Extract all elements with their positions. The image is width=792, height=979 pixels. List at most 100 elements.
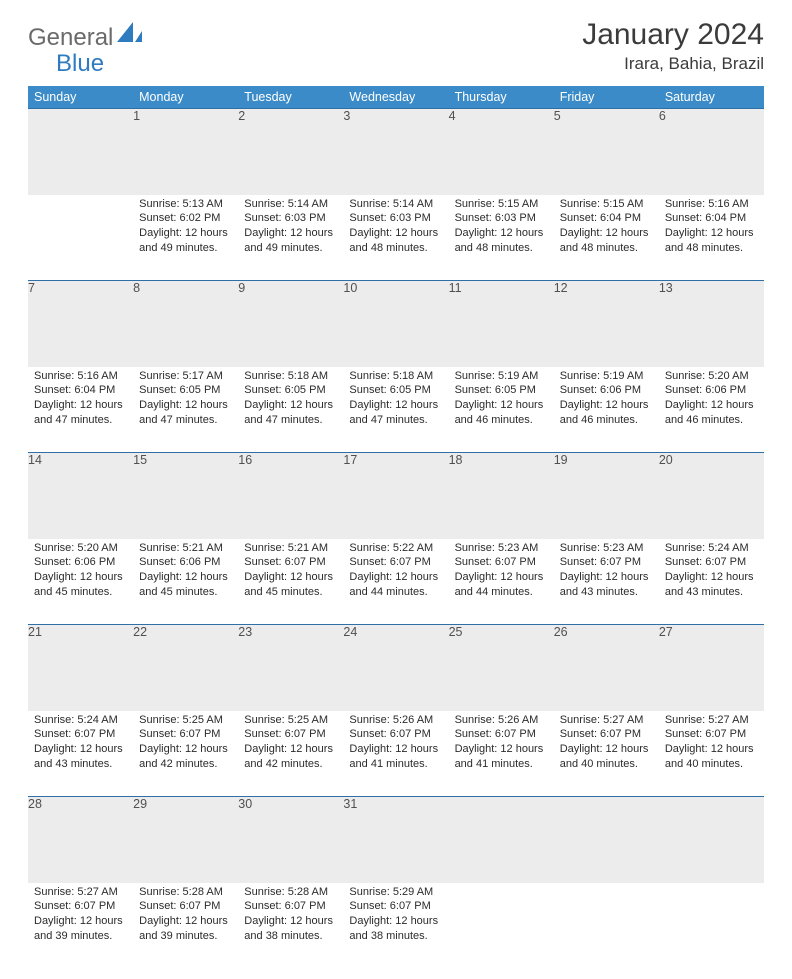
daylight-line: Daylight: 12 hours and 45 minutes. [244,570,337,600]
day-number-cell: 18 [449,453,554,539]
day-cell-content: Sunrise: 5:15 AMSunset: 6:04 PMDaylight:… [554,195,659,260]
day-number-cell: 5 [554,109,659,195]
sunset-line: Sunset: 6:07 PM [665,555,758,570]
day-cell: Sunrise: 5:18 AMSunset: 6:05 PMDaylight:… [343,367,448,453]
day-cell: Sunrise: 5:27 AMSunset: 6:07 PMDaylight:… [659,711,764,797]
calendar-table: SundayMondayTuesdayWednesdayThursdayFrid… [28,86,764,969]
day-number-cell: 3 [343,109,448,195]
day-cell: Sunrise: 5:29 AMSunset: 6:07 PMDaylight:… [343,883,448,969]
daylight-line: Daylight: 12 hours and 41 minutes. [349,742,442,772]
day-number-cell: 24 [343,625,448,711]
sunrise-line: Sunrise: 5:27 AM [560,713,653,728]
daylight-line: Daylight: 12 hours and 47 minutes. [244,398,337,428]
day-cell-content: Sunrise: 5:20 AMSunset: 6:06 PMDaylight:… [28,539,133,604]
calendar-page: General January 2024 Irara, Bahia, Brazi… [0,0,792,979]
day-cell-content: Sunrise: 5:17 AMSunset: 6:05 PMDaylight:… [133,367,238,432]
day-cell-content: Sunrise: 5:15 AMSunset: 6:03 PMDaylight:… [449,195,554,260]
day-cell [28,195,133,281]
daylight-line: Daylight: 12 hours and 43 minutes. [34,742,127,772]
weekday-header: Monday [133,86,238,109]
daylight-line: Daylight: 12 hours and 40 minutes. [560,742,653,772]
day-content-row: Sunrise: 5:27 AMSunset: 6:07 PMDaylight:… [28,883,764,969]
day-cell: Sunrise: 5:27 AMSunset: 6:07 PMDaylight:… [28,883,133,969]
sunrise-line: Sunrise: 5:24 AM [665,541,758,556]
day-number-cell: 23 [238,625,343,711]
sunset-line: Sunset: 6:04 PM [34,383,127,398]
sunrise-line: Sunrise: 5:15 AM [455,197,548,212]
day-number-cell: 14 [28,453,133,539]
day-number-cell: 31 [343,797,448,883]
day-cell: Sunrise: 5:26 AMSunset: 6:07 PMDaylight:… [449,711,554,797]
sunset-line: Sunset: 6:07 PM [139,727,232,742]
day-number-cell: 20 [659,453,764,539]
day-cell-content: Sunrise: 5:16 AMSunset: 6:04 PMDaylight:… [659,195,764,260]
sunset-line: Sunset: 6:05 PM [455,383,548,398]
sunset-line: Sunset: 6:07 PM [139,899,232,914]
day-cell-content: Sunrise: 5:23 AMSunset: 6:07 PMDaylight:… [554,539,659,604]
day-content-row: Sunrise: 5:16 AMSunset: 6:04 PMDaylight:… [28,367,764,453]
daylight-line: Daylight: 12 hours and 49 minutes. [244,226,337,256]
sunrise-line: Sunrise: 5:25 AM [244,713,337,728]
daylight-line: Daylight: 12 hours and 47 minutes. [34,398,127,428]
daylight-line: Daylight: 12 hours and 48 minutes. [560,226,653,256]
day-number-cell: 16 [238,453,343,539]
daylight-line: Daylight: 12 hours and 47 minutes. [349,398,442,428]
sunrise-line: Sunrise: 5:23 AM [560,541,653,556]
sunrise-line: Sunrise: 5:20 AM [34,541,127,556]
sunset-line: Sunset: 6:06 PM [560,383,653,398]
daylight-line: Daylight: 12 hours and 39 minutes. [34,914,127,944]
day-cell: Sunrise: 5:16 AMSunset: 6:04 PMDaylight:… [28,367,133,453]
logo-sail-icon [117,22,143,49]
day-cell-content: Sunrise: 5:21 AMSunset: 6:06 PMDaylight:… [133,539,238,604]
day-number-cell: 6 [659,109,764,195]
sunset-line: Sunset: 6:07 PM [244,899,337,914]
daynum-row: 21222324252627 [28,625,764,711]
sunrise-line: Sunrise: 5:21 AM [244,541,337,556]
sunset-line: Sunset: 6:07 PM [34,727,127,742]
day-number-cell: 28 [28,797,133,883]
day-number-cell: 1 [133,109,238,195]
daylight-line: Daylight: 12 hours and 43 minutes. [665,570,758,600]
sunrise-line: Sunrise: 5:13 AM [139,197,232,212]
sunset-line: Sunset: 6:06 PM [665,383,758,398]
day-number-cell: 8 [133,281,238,367]
day-cell-content: Sunrise: 5:19 AMSunset: 6:06 PMDaylight:… [554,367,659,432]
calendar-head: SundayMondayTuesdayWednesdayThursdayFrid… [28,86,764,109]
sunset-line: Sunset: 6:07 PM [455,555,548,570]
day-cell-content: Sunrise: 5:29 AMSunset: 6:07 PMDaylight:… [343,883,448,948]
weekday-header: Friday [554,86,659,109]
sunrise-line: Sunrise: 5:17 AM [139,369,232,384]
sunrise-line: Sunrise: 5:18 AM [349,369,442,384]
sunset-line: Sunset: 6:07 PM [560,555,653,570]
day-number-cell: 17 [343,453,448,539]
day-number-cell: 11 [449,281,554,367]
day-number-cell: 22 [133,625,238,711]
day-cell-content: Sunrise: 5:19 AMSunset: 6:05 PMDaylight:… [449,367,554,432]
day-cell: Sunrise: 5:13 AMSunset: 6:02 PMDaylight:… [133,195,238,281]
daylight-line: Daylight: 12 hours and 42 minutes. [244,742,337,772]
day-cell: Sunrise: 5:16 AMSunset: 6:04 PMDaylight:… [659,195,764,281]
sunrise-line: Sunrise: 5:26 AM [349,713,442,728]
location: Irara, Bahia, Brazil [582,54,764,74]
day-cell-content: Sunrise: 5:14 AMSunset: 6:03 PMDaylight:… [343,195,448,260]
day-cell-content: Sunrise: 5:21 AMSunset: 6:07 PMDaylight:… [238,539,343,604]
day-cell: Sunrise: 5:18 AMSunset: 6:05 PMDaylight:… [238,367,343,453]
day-cell: Sunrise: 5:17 AMSunset: 6:05 PMDaylight:… [133,367,238,453]
calendar-body: 123456Sunrise: 5:13 AMSunset: 6:02 PMDay… [28,109,764,969]
day-number-cell: 27 [659,625,764,711]
day-cell: Sunrise: 5:19 AMSunset: 6:06 PMDaylight:… [554,367,659,453]
day-cell: Sunrise: 5:27 AMSunset: 6:07 PMDaylight:… [554,711,659,797]
sunrise-line: Sunrise: 5:16 AM [34,369,127,384]
weekday-header: Thursday [449,86,554,109]
day-cell: Sunrise: 5:26 AMSunset: 6:07 PMDaylight:… [343,711,448,797]
day-cell-content: Sunrise: 5:13 AMSunset: 6:02 PMDaylight:… [133,195,238,260]
day-cell-content: Sunrise: 5:16 AMSunset: 6:04 PMDaylight:… [28,367,133,432]
day-number-cell [449,797,554,883]
daylight-line: Daylight: 12 hours and 44 minutes. [455,570,548,600]
daylight-line: Daylight: 12 hours and 44 minutes. [349,570,442,600]
day-cell-content: Sunrise: 5:20 AMSunset: 6:06 PMDaylight:… [659,367,764,432]
day-cell-content: Sunrise: 5:23 AMSunset: 6:07 PMDaylight:… [449,539,554,604]
weekday-header: Saturday [659,86,764,109]
daynum-row: 123456 [28,109,764,195]
sunrise-line: Sunrise: 5:28 AM [139,885,232,900]
